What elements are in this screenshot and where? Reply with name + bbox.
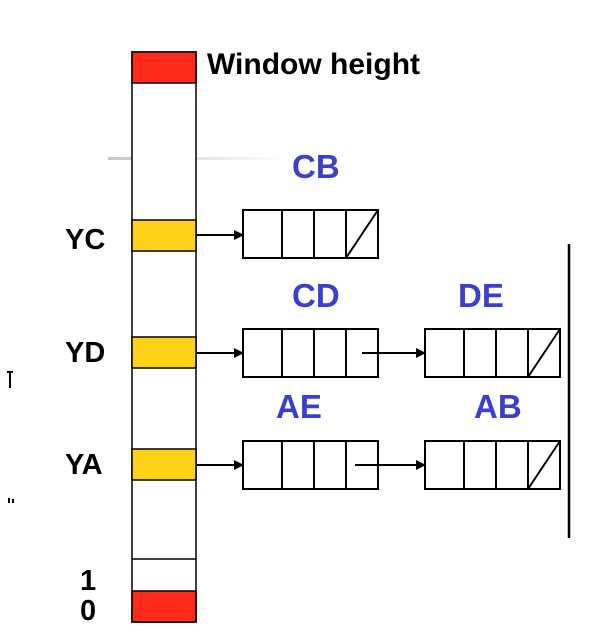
scan-artifact-4 <box>12 499 14 503</box>
bucket-yd <box>131 336 197 369</box>
bucket-yc <box>131 219 197 252</box>
edge-label-de: DE <box>458 277 504 314</box>
bucket-ya <box>131 448 197 481</box>
edge-node-cb <box>242 209 379 259</box>
edge-node-ab <box>424 440 561 490</box>
null-pointer-slash <box>527 328 561 378</box>
bottom-label-1: 1 <box>80 565 96 597</box>
scan-artifact-1 <box>9 372 11 388</box>
edge-label-ab: AB <box>474 388 522 425</box>
null-pointer-slash <box>345 209 379 259</box>
bottom-label-0: 0 <box>80 595 96 627</box>
window-height-title: Window height <box>207 48 420 81</box>
scan-artifact-2 <box>7 371 13 373</box>
edge-label-ae: AE <box>276 388 322 425</box>
null-pointer-slash <box>527 440 561 490</box>
edge-label-cd: CD <box>292 277 340 314</box>
scan-artifact-3 <box>8 498 10 503</box>
edge-label-cb: CB <box>292 148 340 185</box>
row-label-yc: YC <box>65 224 105 256</box>
bucket-bottom-red <box>131 590 197 623</box>
scan-line <box>108 157 288 160</box>
edge-node-de <box>424 328 561 378</box>
row-label-ya: YA <box>65 449 103 481</box>
row-label-yd: YD <box>65 337 105 369</box>
edge-node-cd <box>242 328 379 378</box>
bucket-top-red <box>131 51 197 84</box>
